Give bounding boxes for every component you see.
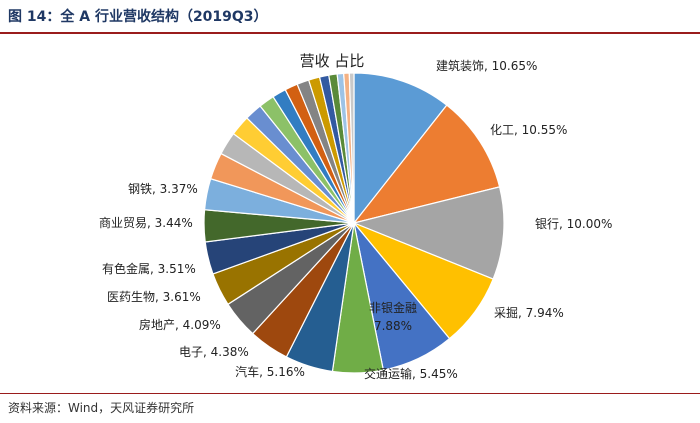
pie-slice-2 — [352, 186, 505, 280]
slice-label-9: 医药生物, 3.61% — [107, 290, 201, 304]
slice-label-0: 建筑装饰, 10.65% — [436, 58, 537, 73]
slice-label-8: 房地产, 4.09% — [139, 317, 221, 332]
pie-slice-minor-26 — [348, 72, 355, 224]
footer-divider — [0, 393, 700, 394]
slice-label-2: 银行, 10.00% — [535, 217, 612, 231]
slice-label-5: 交通运输, 5.45% — [364, 366, 458, 381]
slice-label-11: 商业贸易, 3.44% — [99, 215, 193, 230]
slice-label-3: 采掘, 7.94% — [494, 305, 564, 320]
title-divider — [0, 32, 700, 34]
pie-slice-1 — [352, 104, 501, 225]
pie-labels: 建筑装饰, 10.65% 化工, 10.55% 银行, 10.00% 采掘, 7.94… — [99, 58, 612, 381]
slice-label-12: 钢铁, 3.37% — [128, 182, 198, 196]
pie-slices — [203, 72, 505, 374]
slice-label-7: 电子, 4.38% — [179, 345, 249, 359]
source-note: 资料来源：Wind，天风证券研究所 — [8, 401, 195, 415]
slice-label-10: 有色金属, 3.51% — [102, 261, 196, 276]
pie-slice-0 — [353, 72, 448, 225]
slice-label-4: 非银金融 7.88% — [369, 300, 417, 333]
slice-label-1: 化工, 10.55% — [490, 123, 567, 137]
figure-title: 图 14：全 A 行业营收结构（2019Q3） — [8, 9, 268, 25]
slice-label-6: 汽车, 5.16% — [235, 364, 305, 379]
pie-chart: 营收 占比 建筑装饰, 10.65% 化工, 10.55% 银行, 10.00% 采掘… — [99, 52, 612, 381]
chart-title: 营收 占比 — [300, 52, 365, 70]
